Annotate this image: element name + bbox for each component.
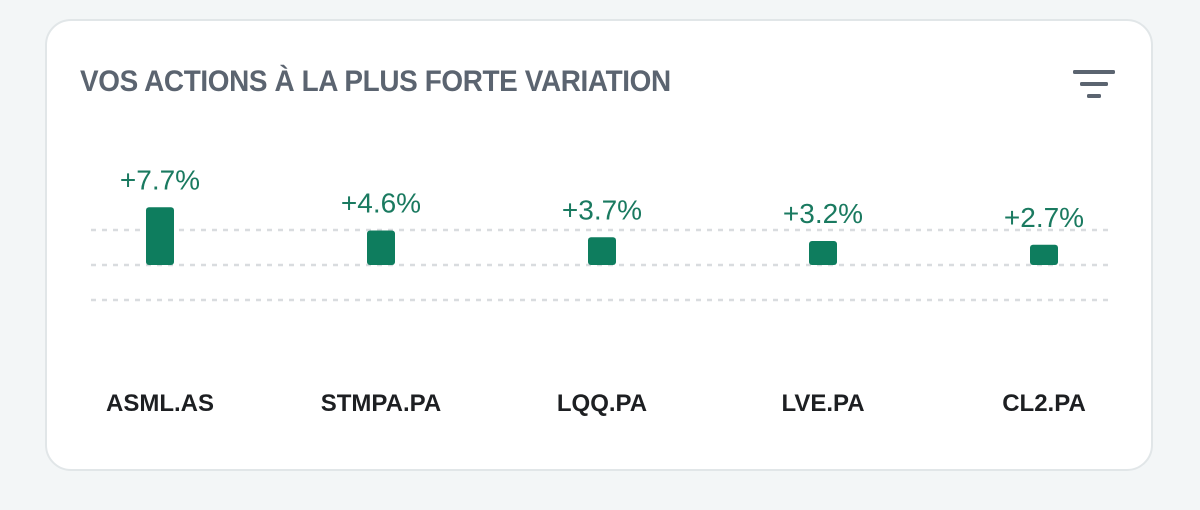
bar-lqq-pa[interactable] [588,237,616,265]
filter-button[interactable] [1069,67,1119,101]
value-label: +4.6% [341,188,421,219]
top-movers-card: VOS ACTIONS À LA PLUS FORTE VARIATION +7… [45,19,1153,471]
value-label: +3.2% [783,198,863,229]
card-title: VOS ACTIONS À LA PLUS FORTE VARIATION [80,65,671,98]
value-label: +2.7% [1004,202,1084,233]
ticker-label[interactable]: ASML.AS [106,390,214,417]
ticker-label[interactable]: STMPA.PA [321,390,441,417]
bar-asml-as[interactable] [146,207,174,265]
variation-chart: +7.7% ASML.AS +4.6% STMPA.PA +3.7% LQQ.PA +3.2… [91,164,1113,417]
bar-stmpa-pa[interactable] [367,230,395,266]
ticker-label[interactable]: CL2.PA [1002,390,1086,417]
value-label: +3.7% [562,194,642,225]
value-label: +7.7% [120,164,200,195]
bar-cl2-pa[interactable] [1030,244,1058,265]
bar-lve-pa[interactable] [809,241,837,265]
ticker-label[interactable]: LQQ.PA [557,390,647,417]
ticker-label[interactable]: LVE.PA [781,390,864,417]
filter-icon [1073,70,1115,98]
